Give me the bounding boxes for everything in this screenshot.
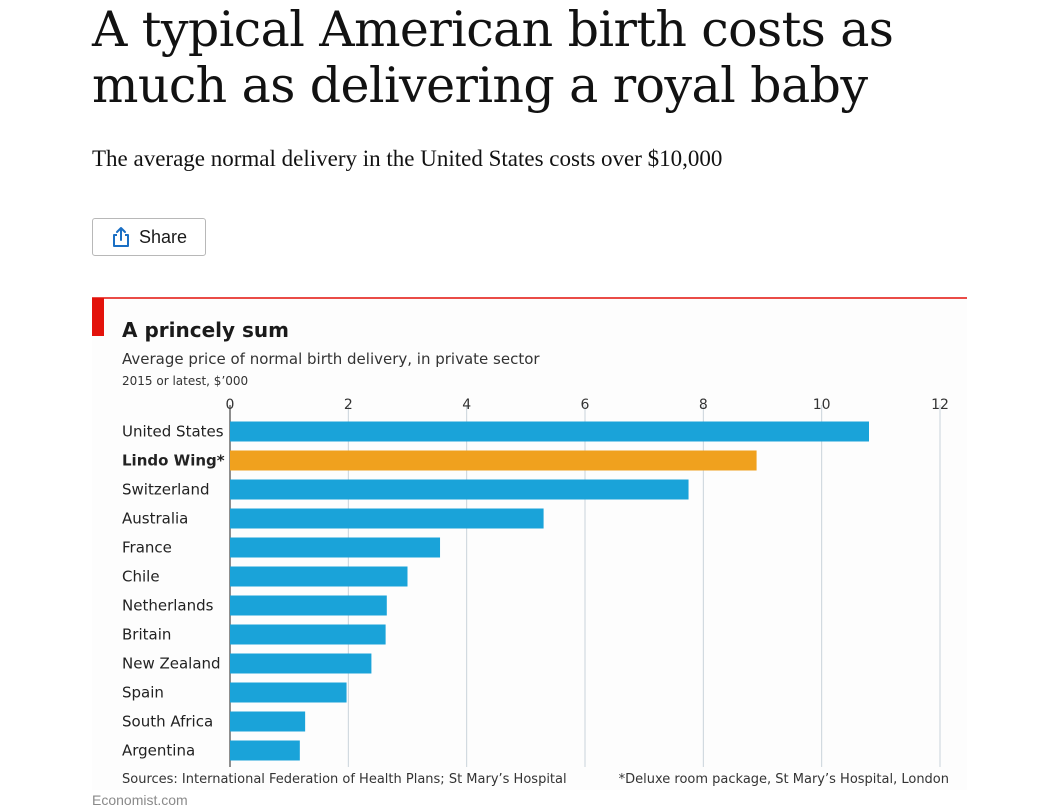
category-label: Australia — [122, 510, 188, 528]
category-label: Argentina — [122, 742, 195, 760]
bar — [230, 711, 306, 732]
chart-subtitle: Average price of normal birth delivery, … — [122, 350, 540, 368]
x-tick-label: 2 — [344, 397, 353, 413]
category-label: Netherlands — [122, 597, 214, 615]
x-tick-label: 8 — [699, 397, 708, 413]
share-icon — [112, 227, 129, 247]
category-label: Lindo Wing* — [122, 452, 225, 470]
x-tick-label: 4 — [462, 397, 471, 413]
credit: Economist.com — [92, 792, 188, 808]
bar — [230, 653, 372, 674]
category-label: Chile — [122, 568, 160, 586]
x-tick-label: 12 — [931, 397, 949, 413]
bar — [230, 508, 544, 529]
subheadline: The average normal delivery in the Unite… — [92, 146, 723, 171]
bar — [230, 537, 441, 558]
chart-footnote: *Deluxe room package, St Mary’s Hospital… — [619, 772, 949, 787]
share-label: Share — [138, 226, 188, 247]
x-tick-label: 6 — [581, 397, 590, 413]
bar — [230, 566, 408, 587]
bar — [230, 450, 757, 471]
bar — [230, 624, 386, 645]
chart-source: Sources: International Federation of Hea… — [122, 772, 567, 787]
headline: A typical American birth costs as much a… — [92, 1, 894, 114]
category-label: New Zealand — [122, 655, 221, 673]
x-tick-label: 10 — [813, 397, 831, 413]
category-label: Switzerland — [122, 481, 210, 499]
x-tick-label: 0 — [226, 397, 235, 413]
red-tag — [92, 298, 104, 336]
bar — [230, 421, 869, 442]
chart: A princely sum Average price of normal b… — [92, 297, 967, 790]
category-label: United States — [122, 423, 224, 441]
category-label: South Africa — [122, 713, 213, 731]
share-button[interactable]: Share — [92, 218, 206, 256]
bar — [230, 479, 689, 500]
chart-title: A princely sum — [122, 318, 289, 342]
category-label: Spain — [122, 684, 164, 702]
category-label: France — [122, 539, 172, 557]
chart-svg: A princely sum Average price of normal b… — [92, 297, 967, 787]
bar — [230, 682, 347, 703]
category-label: Britain — [122, 626, 171, 644]
bar — [230, 595, 387, 616]
chart-unit-note: 2015 or latest, $’000 — [122, 374, 248, 388]
bar — [230, 740, 300, 761]
